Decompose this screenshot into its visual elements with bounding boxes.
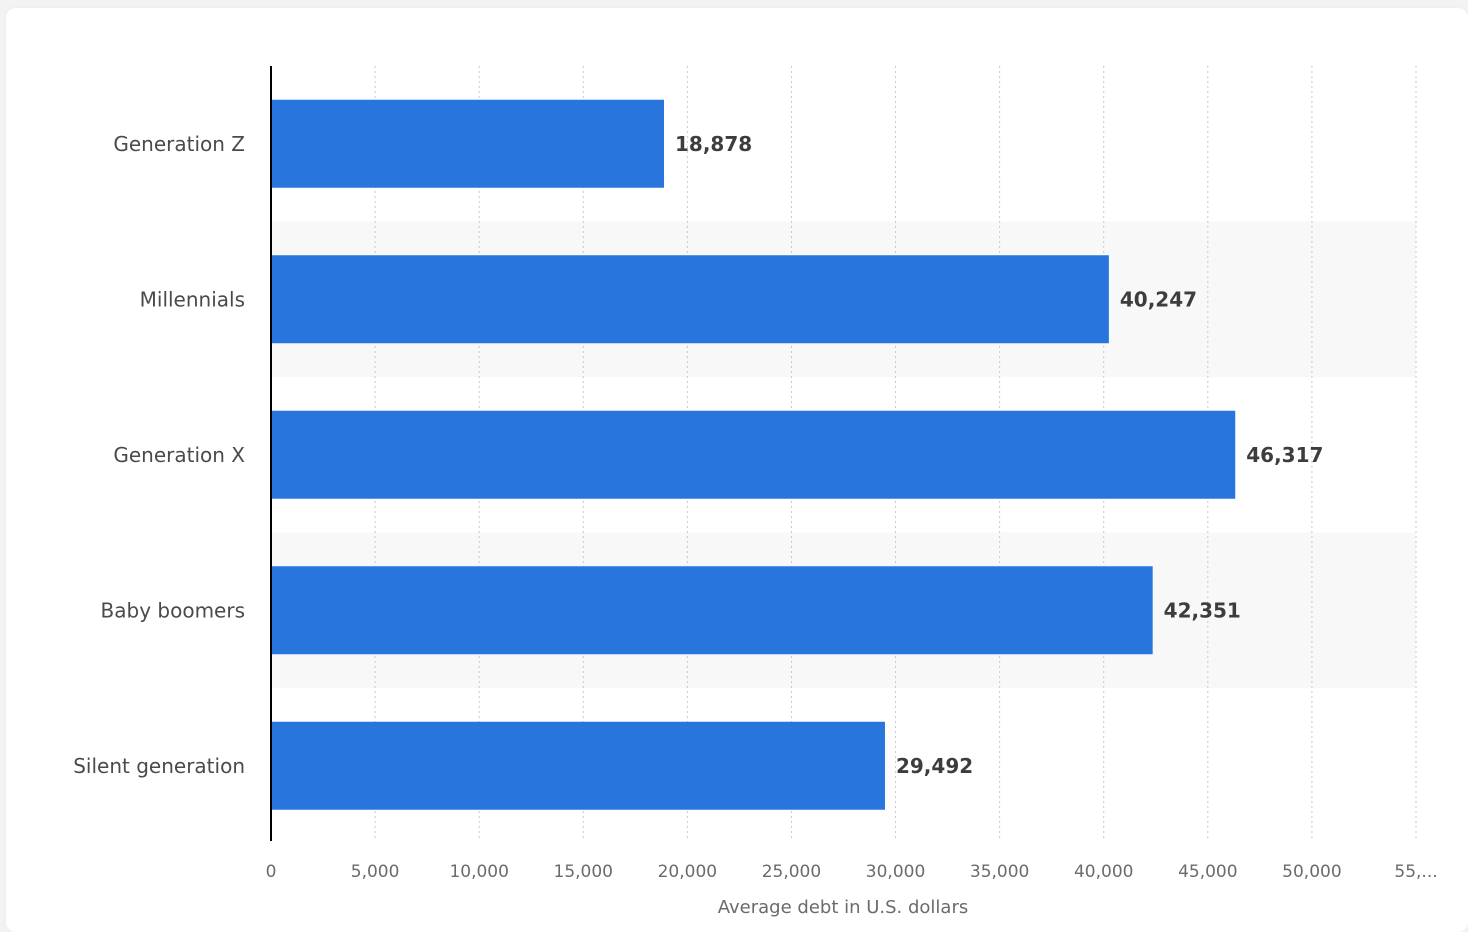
value-label: 29,492	[896, 754, 973, 778]
x-tick-label: 50,000	[1282, 862, 1341, 882]
bar[interactable]	[271, 255, 1109, 344]
value-labels: 18,878 40,247 46,317 42,351 29,492	[675, 132, 1323, 778]
bar[interactable]	[271, 99, 665, 188]
category-label: Generation Z	[113, 132, 245, 156]
bar[interactable]	[271, 721, 885, 810]
category-label: Silent generation	[73, 754, 245, 778]
category-label: Millennials	[140, 287, 245, 311]
value-label: 18,878	[675, 132, 752, 156]
gridlines	[374, 66, 1417, 841]
x-tick-label: 30,000	[866, 862, 925, 882]
category-label: Baby boomers	[101, 598, 245, 622]
x-tick-label: 20,000	[658, 862, 717, 882]
x-tick-label: 0	[266, 862, 277, 882]
value-label: 40,247	[1120, 287, 1197, 311]
x-tick-labels: 0 5,000 10,000 15,000 20,000 25,000 30,000 35,0…	[266, 862, 1438, 882]
x-axis-title: Average debt in U.S. dollars	[718, 897, 969, 918]
x-tick-label: 15,000	[554, 862, 613, 882]
category-labels: Generation Z Millennials Generation X Baby …	[73, 132, 245, 778]
bar[interactable]	[271, 410, 1236, 499]
x-tick-label: 40,000	[1074, 862, 1133, 882]
category-label: Generation X	[113, 443, 245, 467]
bars	[271, 99, 1236, 810]
x-tick-label: 35,000	[970, 862, 1029, 882]
x-tick-label: 10,000	[449, 862, 508, 882]
value-label: 42,351	[1164, 598, 1241, 622]
bar[interactable]	[271, 566, 1153, 655]
x-tick-label: 5,000	[351, 862, 400, 882]
x-tick-label: 25,000	[762, 862, 821, 882]
x-tick-label: 45,000	[1178, 862, 1237, 882]
value-label: 46,317	[1246, 443, 1323, 467]
x-tick-label: 55,...	[1394, 862, 1437, 882]
